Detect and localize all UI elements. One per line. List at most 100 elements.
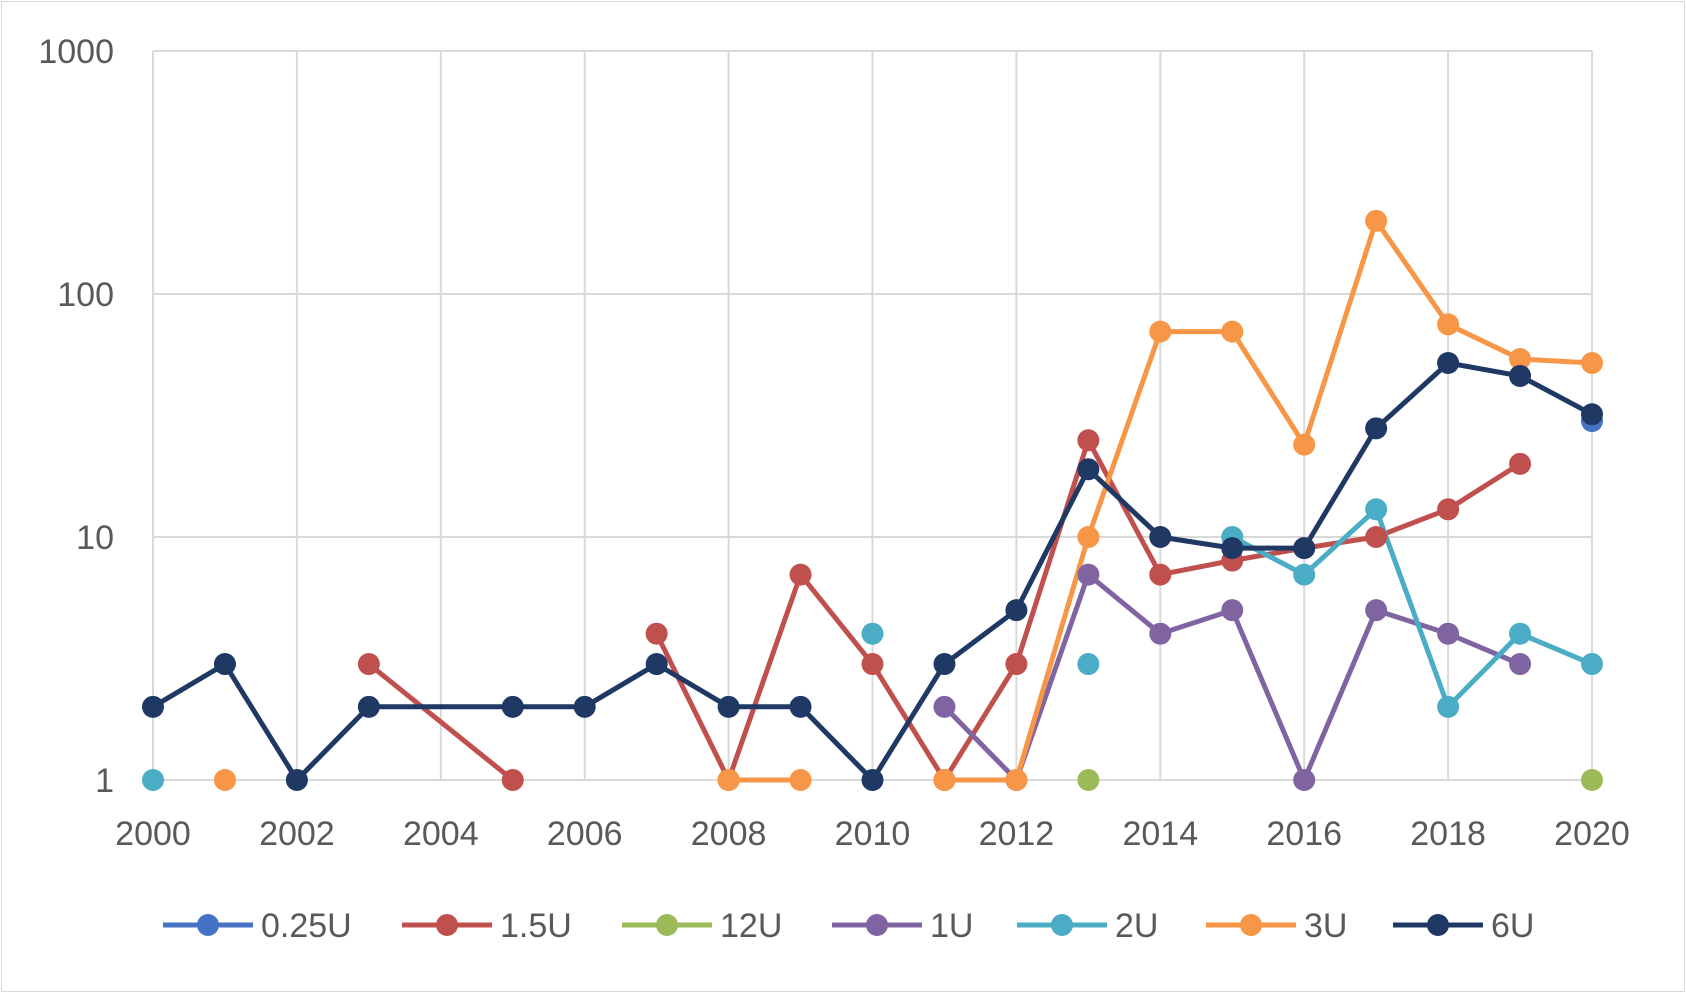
data-point-6U xyxy=(861,769,884,791)
data-point-1U xyxy=(933,695,956,718)
data-point-3U xyxy=(1221,320,1244,343)
series-line-2U xyxy=(1231,506,1593,710)
data-point-3U xyxy=(933,769,956,791)
data-point-1.5U xyxy=(861,653,884,676)
data-point-1.5U xyxy=(1149,563,1172,586)
data-point-1.5U xyxy=(501,769,524,791)
data-point-1U xyxy=(1437,622,1460,645)
legend-marker xyxy=(656,914,678,936)
legend-label: 3U xyxy=(1304,907,1347,945)
data-point-6U xyxy=(142,695,164,718)
data-point-2U xyxy=(1581,653,1603,676)
legend-label: 0.25U xyxy=(261,907,352,945)
data-point-1.5U xyxy=(789,563,812,586)
data-point-3U xyxy=(789,769,812,791)
data-point-6U xyxy=(357,695,380,718)
x-tick-label: 2018 xyxy=(1410,815,1486,853)
data-point-1U xyxy=(1365,599,1388,622)
data-point-6U xyxy=(789,695,812,718)
y-tick-label: 1 xyxy=(95,762,114,800)
y-axis-tick-labels: 1 10 100 1000 xyxy=(38,33,114,800)
data-point-3U xyxy=(1293,433,1316,456)
data-point-3U xyxy=(1437,313,1460,336)
data-point-6U xyxy=(1221,537,1244,560)
data-point-1.5U xyxy=(1365,526,1388,548)
data-point-3U xyxy=(1509,348,1532,371)
data-point-1U xyxy=(1149,622,1172,645)
data-point-2U xyxy=(1365,498,1388,521)
legend-marker xyxy=(1240,914,1262,936)
data-point-6U xyxy=(1509,364,1532,387)
data-point-2U xyxy=(1077,653,1100,676)
series-line-6U xyxy=(151,360,1594,783)
data-point-2U xyxy=(142,769,164,791)
data-point-1.5U xyxy=(1437,498,1460,521)
data-point-3U xyxy=(1581,352,1603,375)
legend-marker xyxy=(866,914,888,936)
data-point-6U xyxy=(1005,599,1028,622)
x-tick-label: 2008 xyxy=(691,815,767,853)
x-tick-label: 2006 xyxy=(547,815,623,853)
legend-label: 12U xyxy=(720,907,782,945)
data-point-3U xyxy=(1077,526,1100,548)
x-tick-label: 2000 xyxy=(115,815,191,853)
series-line-3U xyxy=(944,218,1593,783)
legend-marker xyxy=(1427,914,1449,936)
data-point-6U xyxy=(645,653,668,676)
data-point-2U xyxy=(1293,563,1316,586)
series-line-1.5U xyxy=(367,662,515,782)
data-point-6U xyxy=(1581,403,1603,426)
data-point-6U xyxy=(933,653,956,676)
x-tick-label: 2016 xyxy=(1266,815,1342,853)
data-point-1.5U xyxy=(1509,452,1532,475)
data-point-1.5U xyxy=(1005,653,1028,676)
data-point-6U xyxy=(213,653,236,676)
data-point-1.5U xyxy=(1077,429,1100,452)
x-tick-label: 2002 xyxy=(259,815,335,853)
data-point-1.5U xyxy=(357,653,380,676)
legend-label: 1.5U xyxy=(500,907,572,945)
data-point-6U xyxy=(1365,417,1388,440)
data-point-6U xyxy=(1149,526,1172,548)
data-point-1U xyxy=(1509,653,1532,676)
x-tick-label: 2020 xyxy=(1554,815,1630,853)
data-point-1.5U xyxy=(645,622,668,645)
data-point-6U xyxy=(1437,352,1460,375)
x-tick-label: 2010 xyxy=(835,815,911,853)
legend-label: 1U xyxy=(930,907,973,945)
data-point-12U xyxy=(1077,769,1100,791)
legend-label: 6U xyxy=(1491,907,1534,945)
data-point-3U xyxy=(1005,769,1028,791)
series-line-1.5U xyxy=(654,437,1522,783)
x-tick-label: 2004 xyxy=(403,815,479,853)
data-point-12U xyxy=(1581,769,1603,791)
y-tick-label: 1000 xyxy=(38,33,114,71)
x-tick-label: 2014 xyxy=(1122,815,1198,853)
data-point-6U xyxy=(1293,537,1316,560)
data-point-6U xyxy=(1077,458,1100,481)
data-point-2U xyxy=(861,622,884,645)
legend: 0.25U 1.5U 12U 1U 2U 3U 6U xyxy=(163,907,1534,945)
data-point-3U xyxy=(1365,209,1388,232)
series-markers xyxy=(142,209,1603,791)
legend-label: 2U xyxy=(1115,907,1158,945)
data-point-3U xyxy=(717,769,740,791)
data-point-3U xyxy=(213,769,236,791)
legend-marker xyxy=(197,914,219,936)
data-point-2U xyxy=(1437,695,1460,718)
data-point-3U xyxy=(1149,320,1172,343)
data-point-1U xyxy=(1221,599,1244,622)
data-point-6U xyxy=(285,769,308,791)
legend-marker xyxy=(1051,914,1073,936)
data-point-6U xyxy=(717,695,740,718)
y-tick-label: 100 xyxy=(57,276,114,314)
legend-marker xyxy=(436,914,458,936)
data-point-6U xyxy=(573,695,596,718)
data-point-6U xyxy=(501,695,524,718)
x-tick-label: 2012 xyxy=(979,815,1055,853)
data-point-1U xyxy=(1293,769,1316,791)
x-axis-tick-labels: 2000 2002 2004 2006 2008 2010 2012 2014 2016 2018… xyxy=(115,815,1630,853)
y-tick-label: 10 xyxy=(76,519,114,557)
